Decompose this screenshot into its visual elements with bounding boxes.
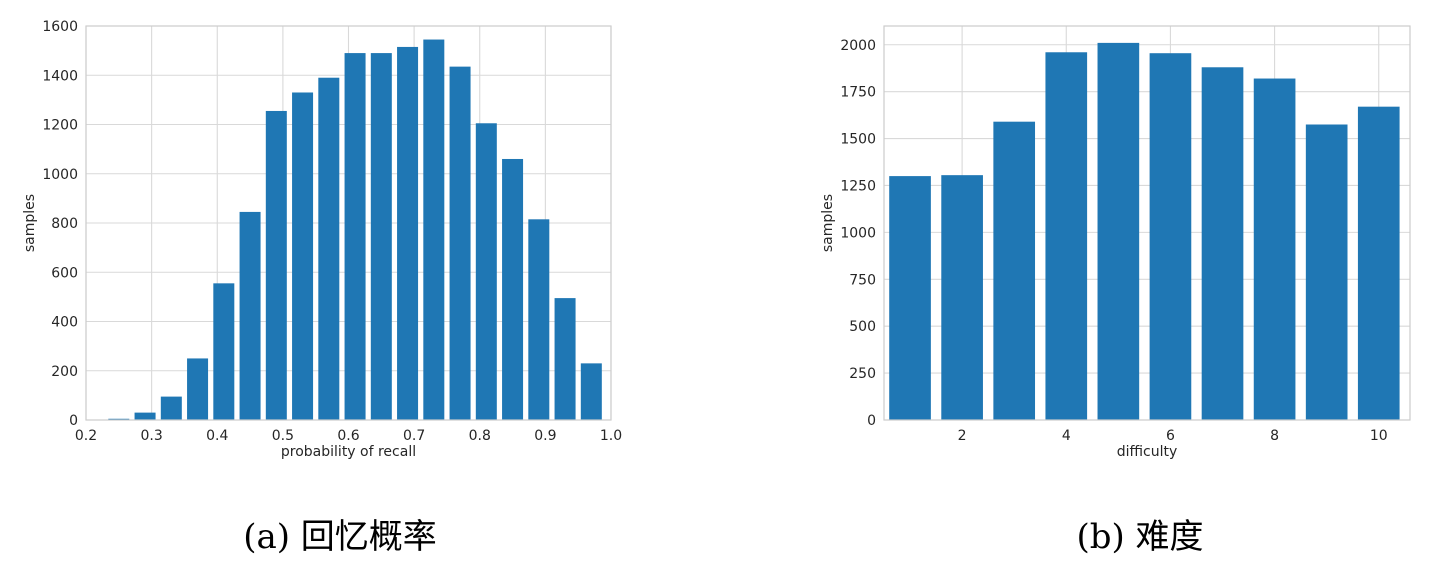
bar <box>397 46 419 421</box>
y-tick-label: 400 <box>51 315 78 331</box>
x-tick-label: 10 <box>1370 428 1388 444</box>
x-tick-label: 6 <box>1166 428 1175 444</box>
y-tick-label: 600 <box>51 265 78 281</box>
x-tick-label: 0.7 <box>403 428 425 444</box>
x-tick-label: 0.5 <box>272 428 294 444</box>
y-tick-label: 1500 <box>840 132 876 148</box>
x-tick-label: 0.4 <box>206 428 228 444</box>
bar <box>292 92 314 421</box>
caption: (b) 难度 <box>1076 517 1203 557</box>
bar <box>889 176 931 420</box>
bar <box>475 123 497 421</box>
y-axis-label: samples <box>22 194 38 252</box>
plot-frame <box>883 25 1411 421</box>
y-tick-label: 200 <box>51 364 78 380</box>
bar <box>265 110 287 421</box>
bar <box>449 66 471 420</box>
x-tick-label: 0.3 <box>140 428 162 444</box>
y-tick-label: 1000 <box>42 167 78 183</box>
y-tick-label: 0 <box>867 413 876 429</box>
bar <box>160 396 182 420</box>
y-tick-label: 1250 <box>840 178 876 194</box>
y-tick-label: 250 <box>849 366 876 382</box>
bar <box>1045 52 1088 421</box>
bar-series <box>889 42 1400 421</box>
caption: (a) 回忆概率 <box>243 517 437 557</box>
x-tick-label: 0.8 <box>469 428 491 444</box>
bar <box>108 418 130 420</box>
y-axis-label: samples <box>820 194 836 252</box>
bar-series <box>95 39 602 421</box>
bar <box>239 211 261 420</box>
y-tick-labels: 0 200 400 600 800 1000 1200 1400 1600 <box>42 19 78 429</box>
x-tick-label: 4 <box>1062 428 1071 444</box>
chart-panel-difficulty: 2 4 6 8 10 0 250 500 750 1000 1250 1500 1750 2000 di… <box>820 25 1411 557</box>
bar <box>213 283 235 420</box>
bar <box>1357 106 1400 420</box>
bar <box>528 219 550 420</box>
y-tick-label: 800 <box>51 216 78 232</box>
bar <box>993 121 1036 420</box>
y-tick-label: 1750 <box>840 85 876 101</box>
bar <box>1149 53 1192 420</box>
x-tick-label: 2 <box>958 428 967 444</box>
y-tick-label: 500 <box>849 319 876 335</box>
x-tick-labels: 0.2 0.3 0.4 0.5 0.6 0.7 0.8 0.9 1.0 <box>75 428 622 444</box>
y-tick-label: 1600 <box>42 19 78 35</box>
bar <box>554 298 576 420</box>
x-tick-label: 8 <box>1270 428 1279 444</box>
y-tick-label: 2000 <box>840 38 876 54</box>
bar <box>1305 124 1348 420</box>
x-tick-label: 0.2 <box>75 428 97 444</box>
x-tick-labels: 2 4 6 8 10 <box>958 428 1388 444</box>
bar <box>318 77 340 421</box>
bar <box>1253 78 1296 421</box>
bar <box>580 363 602 420</box>
plot-frame <box>85 25 612 421</box>
x-tick-label: 1.0 <box>600 428 622 444</box>
y-tick-labels: 0 250 500 750 1000 1250 1500 1750 2000 <box>840 38 876 429</box>
bar <box>187 358 209 420</box>
y-tick-label: 0 <box>69 413 78 429</box>
x-axis-label: difficulty <box>1117 444 1178 460</box>
y-tick-label: 1400 <box>42 68 78 84</box>
x-axis-label: probability of recall <box>281 444 416 460</box>
bar <box>502 158 524 420</box>
chart-panel-probability-of-recall: 0.2 0.3 0.4 0.5 0.6 0.7 0.8 0.9 1.0 0 200 400 600 80… <box>22 19 622 557</box>
x-tick-label: 0.9 <box>534 428 556 444</box>
bar <box>941 175 983 420</box>
y-tick-label: 1200 <box>42 118 78 134</box>
y-tick-label: 750 <box>849 272 876 288</box>
bar <box>134 412 156 420</box>
y-tick-label: 1000 <box>840 225 876 241</box>
bar <box>423 39 445 420</box>
bar <box>370 53 392 421</box>
bar <box>344 53 366 421</box>
bar <box>1201 67 1244 421</box>
bar <box>1097 42 1140 421</box>
x-tick-label: 0.6 <box>337 428 359 444</box>
